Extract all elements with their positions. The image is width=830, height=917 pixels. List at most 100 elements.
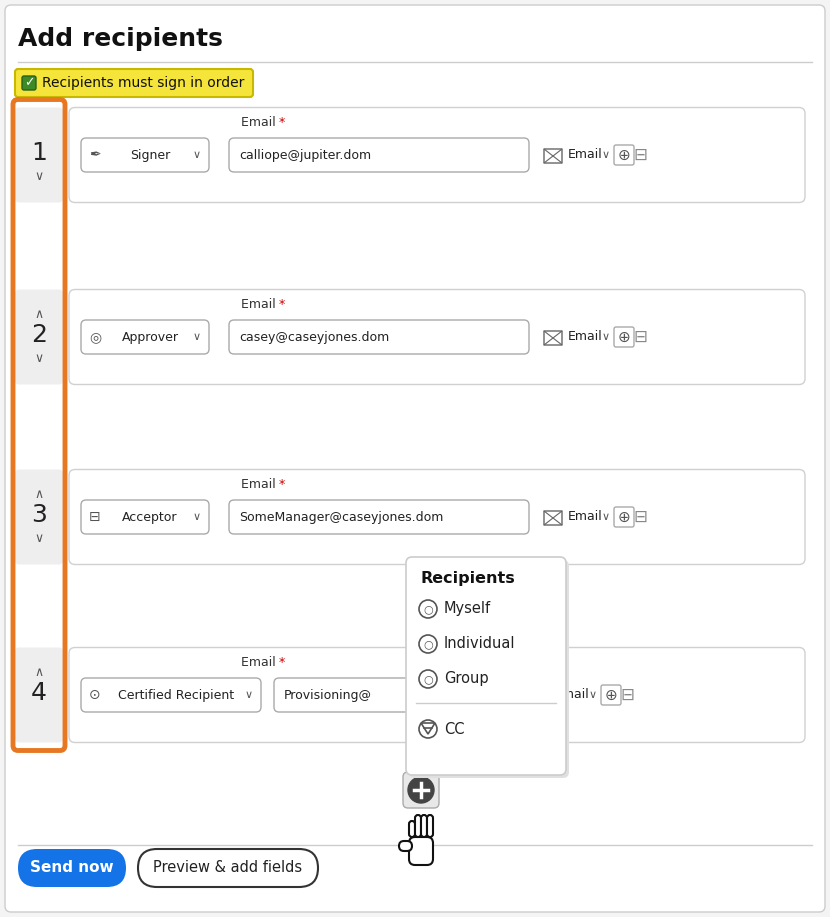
Text: ∨: ∨ xyxy=(602,512,610,522)
Text: *: * xyxy=(279,478,286,491)
Text: ∨: ∨ xyxy=(245,690,253,700)
FancyBboxPatch shape xyxy=(229,138,529,172)
FancyBboxPatch shape xyxy=(5,5,825,912)
FancyBboxPatch shape xyxy=(69,107,805,203)
FancyBboxPatch shape xyxy=(229,320,529,354)
Text: ◎: ◎ xyxy=(89,330,101,344)
Text: ∨: ∨ xyxy=(193,150,201,160)
Text: Preview & add fields: Preview & add fields xyxy=(154,860,303,876)
FancyBboxPatch shape xyxy=(22,76,36,90)
Text: Email: Email xyxy=(568,511,603,524)
FancyBboxPatch shape xyxy=(544,511,562,525)
Text: Email: Email xyxy=(241,298,280,311)
FancyBboxPatch shape xyxy=(409,560,569,778)
Text: Email: Email xyxy=(555,689,590,702)
Text: ⊙: ⊙ xyxy=(89,688,100,702)
FancyBboxPatch shape xyxy=(614,507,634,527)
Text: ⊕: ⊕ xyxy=(618,510,630,525)
Text: Individual: Individual xyxy=(444,636,515,651)
Text: *: * xyxy=(279,298,286,311)
FancyBboxPatch shape xyxy=(15,290,63,384)
Text: Certified Recipient: Certified Recipient xyxy=(118,689,234,702)
Circle shape xyxy=(408,777,434,803)
Text: *: * xyxy=(279,116,286,129)
Text: ○: ○ xyxy=(423,639,433,649)
FancyBboxPatch shape xyxy=(69,290,805,384)
Text: Myself: Myself xyxy=(444,602,491,616)
Text: Recipients must sign in order: Recipients must sign in order xyxy=(42,76,244,90)
FancyBboxPatch shape xyxy=(544,149,562,163)
Text: Email: Email xyxy=(241,116,280,129)
FancyBboxPatch shape xyxy=(409,821,415,837)
Text: Provisioning@: Provisioning@ xyxy=(284,689,372,702)
Text: *: * xyxy=(279,656,286,669)
Text: 2: 2 xyxy=(31,323,47,347)
Text: ∨: ∨ xyxy=(34,533,43,546)
Text: ○: ○ xyxy=(423,604,433,614)
FancyBboxPatch shape xyxy=(15,69,253,97)
Text: Add recipients: Add recipients xyxy=(18,27,223,51)
Text: 1: 1 xyxy=(31,141,47,165)
FancyBboxPatch shape xyxy=(81,678,261,712)
FancyBboxPatch shape xyxy=(81,500,209,534)
FancyBboxPatch shape xyxy=(138,849,318,887)
Text: ⊕: ⊕ xyxy=(604,688,618,702)
FancyBboxPatch shape xyxy=(274,678,519,712)
Text: SomeManager@caseyjones.dom: SomeManager@caseyjones.dom xyxy=(239,511,443,524)
Text: ∨: ∨ xyxy=(193,332,201,342)
Text: ⊟: ⊟ xyxy=(633,328,647,346)
FancyBboxPatch shape xyxy=(15,647,63,743)
FancyBboxPatch shape xyxy=(15,107,63,203)
FancyBboxPatch shape xyxy=(421,815,427,837)
FancyBboxPatch shape xyxy=(614,327,634,347)
Text: ∨: ∨ xyxy=(602,150,610,160)
FancyBboxPatch shape xyxy=(81,138,209,172)
Text: ⊟: ⊟ xyxy=(633,146,647,164)
Text: casey@caseyjones.dom: casey@caseyjones.dom xyxy=(239,330,389,344)
Text: ∨: ∨ xyxy=(34,352,43,366)
Text: 4: 4 xyxy=(31,681,47,705)
FancyBboxPatch shape xyxy=(81,320,209,354)
FancyBboxPatch shape xyxy=(18,849,126,887)
Text: Acceptor: Acceptor xyxy=(122,511,178,524)
FancyBboxPatch shape xyxy=(229,500,529,534)
FancyBboxPatch shape xyxy=(427,815,433,837)
Text: ⊟: ⊟ xyxy=(633,508,647,526)
Text: ⊟: ⊟ xyxy=(89,510,100,524)
FancyBboxPatch shape xyxy=(69,647,805,743)
FancyBboxPatch shape xyxy=(406,557,566,775)
FancyBboxPatch shape xyxy=(415,815,421,837)
Text: ∧: ∧ xyxy=(34,667,43,679)
Text: Send now: Send now xyxy=(30,860,114,876)
Text: ⊕: ⊕ xyxy=(618,148,630,162)
Text: ∨: ∨ xyxy=(589,690,597,700)
FancyBboxPatch shape xyxy=(531,689,549,703)
Text: Email: Email xyxy=(241,478,280,491)
Text: calliope@jupiter.dom: calliope@jupiter.dom xyxy=(239,149,371,161)
Text: ∨: ∨ xyxy=(193,512,201,522)
Text: Approver: Approver xyxy=(121,330,178,344)
Text: ∧: ∧ xyxy=(34,308,43,322)
Text: ∨: ∨ xyxy=(34,171,43,183)
Text: ⊟: ⊟ xyxy=(620,686,634,704)
Text: CC: CC xyxy=(444,722,465,736)
Text: Signer: Signer xyxy=(129,149,170,161)
Text: Email: Email xyxy=(568,330,603,344)
Text: Group: Group xyxy=(444,671,489,687)
Text: Email: Email xyxy=(568,149,603,161)
FancyBboxPatch shape xyxy=(409,837,433,865)
FancyBboxPatch shape xyxy=(15,470,63,565)
Text: Email: Email xyxy=(241,656,280,669)
FancyBboxPatch shape xyxy=(601,685,621,705)
FancyBboxPatch shape xyxy=(69,470,805,565)
Text: ∧: ∧ xyxy=(34,489,43,502)
FancyBboxPatch shape xyxy=(544,331,562,345)
Text: ⊕: ⊕ xyxy=(618,329,630,345)
FancyBboxPatch shape xyxy=(399,841,412,851)
FancyBboxPatch shape xyxy=(614,145,634,165)
FancyBboxPatch shape xyxy=(403,772,439,808)
Text: Recipients: Recipients xyxy=(420,571,515,587)
Text: ✒: ✒ xyxy=(89,148,100,162)
Text: 3: 3 xyxy=(31,503,47,527)
Text: ○: ○ xyxy=(423,674,433,684)
